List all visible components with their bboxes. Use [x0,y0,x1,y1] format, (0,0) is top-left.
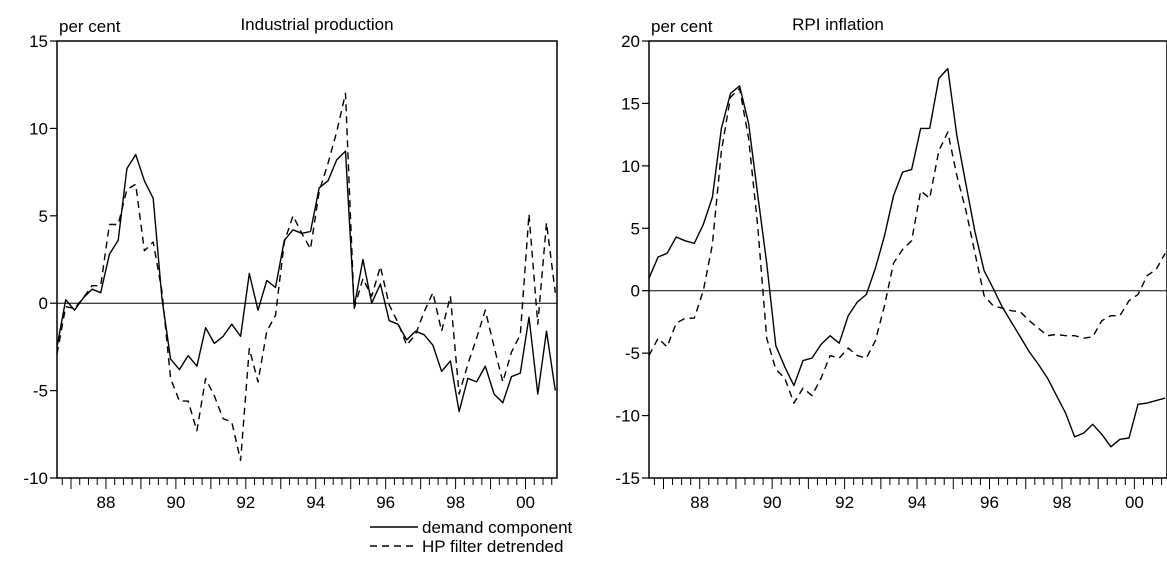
x-tick-label: 98 [1052,493,1071,512]
y-tick-label: 5 [631,219,640,238]
x-tick-label: 96 [376,493,395,512]
x-tick-label: 90 [166,493,185,512]
y-tick-label: -5 [33,382,48,401]
y-tick-label: 0 [631,282,640,301]
x-tick-label: 92 [236,493,255,512]
y-tick-label: 15 [621,94,640,113]
legend-solid-label: demand component [422,518,573,537]
y-unit-label: per cent [651,17,713,36]
chart-title: RPI inflation [792,15,884,34]
x-tick-label: 00 [516,493,535,512]
y-unit-label: per cent [59,17,121,36]
x-tick-label: 88 [690,493,709,512]
x-tick-label: 00 [1125,493,1144,512]
plot-frame [56,40,558,479]
chart-title: Industrial production [240,15,393,34]
series-hp-filter-line [649,87,1166,404]
series-demand-line [649,67,1166,448]
x-tick-label: 94 [908,493,927,512]
y-tick-label: -10 [23,469,48,488]
legend-dashed-label: HP filter detrended [422,537,563,556]
x-tick-label: 90 [763,493,782,512]
legend: demand component HP filter detrended [370,518,573,556]
series-demand-line [57,150,556,413]
y-tick-label: -5 [625,344,640,363]
series-hp-filter-line [57,92,556,462]
x-tick-label: 98 [446,493,465,512]
x-tick-label: 96 [980,493,999,512]
rpi-inflation-chart: 20 15 10 5 0 -5 -10 -15 88 90 92 94 96 98 00 per cent RP… [615,15,1167,512]
y-tick-label: 0 [39,294,48,313]
x-tick-label: 92 [835,493,854,512]
y-tick-label: -15 [615,469,640,488]
industrial-production-chart: 15 10 5 0 -5 -10 88 90 92 94 96 98 00 per cent Industr… [23,15,558,512]
y-tick-label: 10 [29,119,48,138]
x-tick-label: 88 [96,493,115,512]
y-tick-label: 15 [29,32,48,51]
y-tick-label: 5 [39,207,48,226]
y-tick-label: 20 [621,32,640,51]
x-tick-label: 94 [306,493,325,512]
y-tick-label: 10 [621,157,640,176]
y-tick-label: -10 [615,407,640,426]
